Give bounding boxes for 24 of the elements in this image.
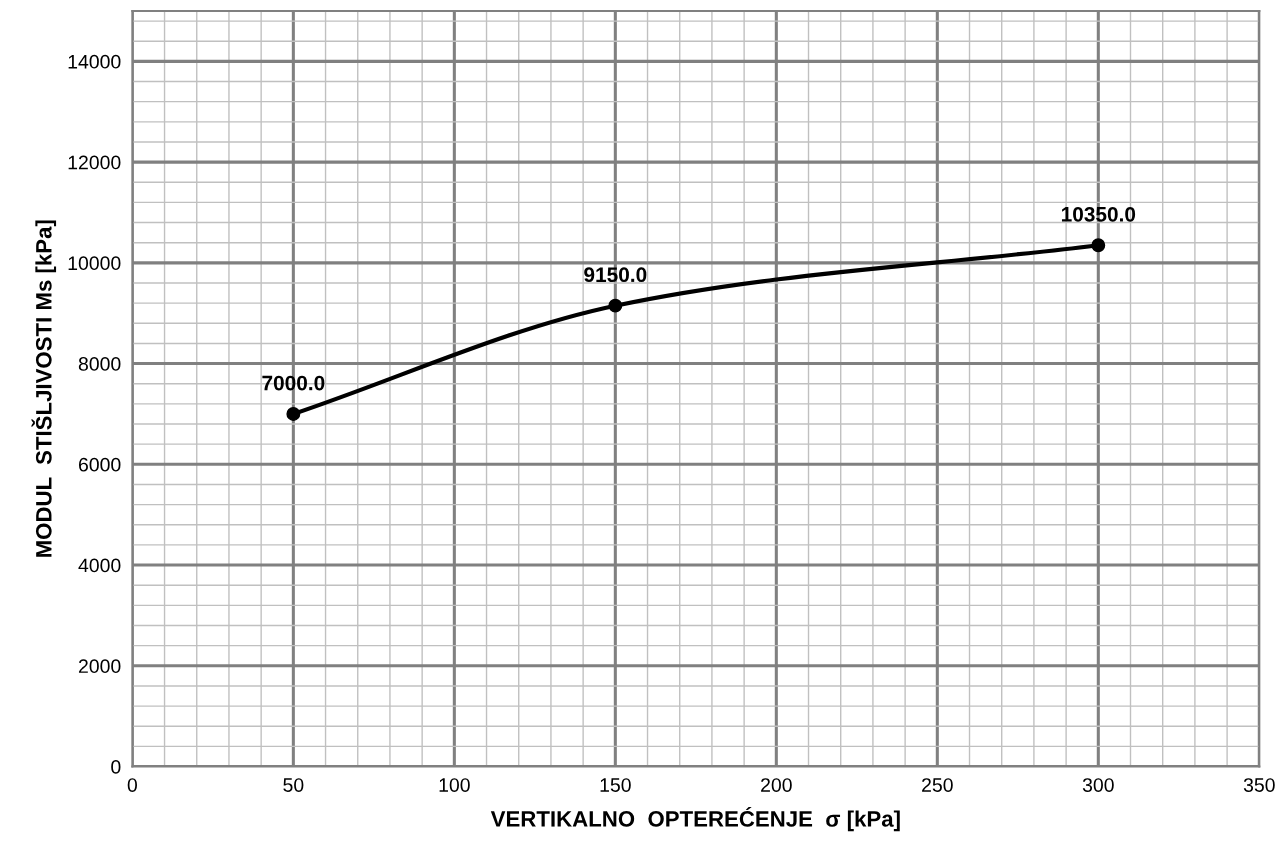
x-tick-label: 50: [283, 778, 304, 792]
x-tick-label: 0: [127, 778, 137, 792]
point: [286, 407, 301, 421]
y-tick-label: 8000: [78, 357, 121, 371]
y-tick-label: 0: [111, 760, 121, 774]
y-tick-label: 12000: [68, 155, 121, 170]
y-tick-label: 14000: [68, 54, 121, 69]
point: [608, 298, 623, 313]
y-tick-label: 10000: [68, 256, 121, 271]
point: [1091, 238, 1106, 253]
data-label: 9150.0: [584, 267, 647, 283]
y-axis-title: MODUL STIŠLJIVOSTI Ms [kPa]: [31, 220, 57, 557]
y-tick-label: 4000: [78, 558, 121, 573]
data-label: 7000.0: [262, 375, 325, 391]
x-axis-title: VERTIKALNO OPTEREĆENJE σ [kPa]: [490, 806, 900, 832]
x-tick-label: 200: [761, 778, 792, 792]
x-tick-label: 300: [1082, 778, 1114, 792]
data-label: 10350.0: [1061, 206, 1136, 222]
x-tick-label: 250: [922, 778, 953, 792]
x-tick-label: 150: [600, 778, 631, 792]
x-tick-label: 350: [1243, 778, 1275, 792]
x-tick-label: 100: [439, 778, 470, 792]
y-tick-label: 6000: [78, 457, 121, 472]
y-tick-label: 2000: [78, 659, 121, 674]
